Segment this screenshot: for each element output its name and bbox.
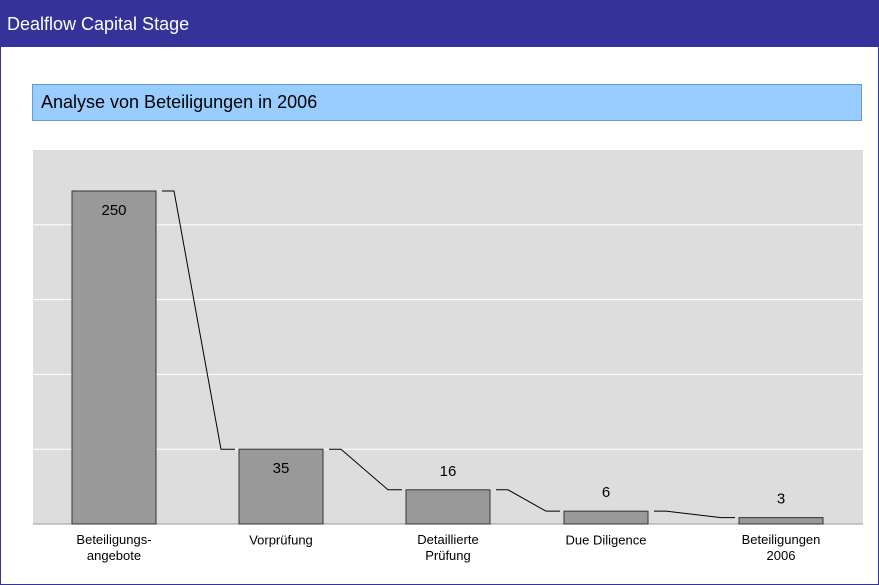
chart-title: Analyse von Beteiligungen in 2006 [32, 84, 862, 121]
x-tick-label: Beteiligungs-angebote [76, 532, 151, 563]
x-tick-label: Detaillierte Prüfung [417, 532, 478, 563]
data-label: 16 [440, 463, 457, 480]
x-tick-label: Vorprüfung [249, 532, 313, 547]
connector [162, 190, 235, 450]
plot-area [33, 150, 863, 524]
x-tick-label: Beteiligungen 2006 [742, 532, 821, 563]
data-label: 35 [273, 460, 290, 477]
data-label: 3 [777, 491, 785, 508]
bars [71, 190, 824, 525]
x-tick-label: Due Diligence [566, 532, 647, 547]
bar [563, 510, 649, 525]
header-title: Dealflow Capital Stage [1, 1, 878, 47]
bar [71, 190, 157, 525]
data-label: 6 [602, 484, 610, 501]
connector [329, 448, 402, 491]
data-label: 250 [101, 202, 126, 219]
bar [738, 517, 824, 525]
connector [496, 489, 560, 512]
bar [405, 489, 491, 525]
bar [238, 448, 324, 525]
connector [654, 510, 735, 519]
